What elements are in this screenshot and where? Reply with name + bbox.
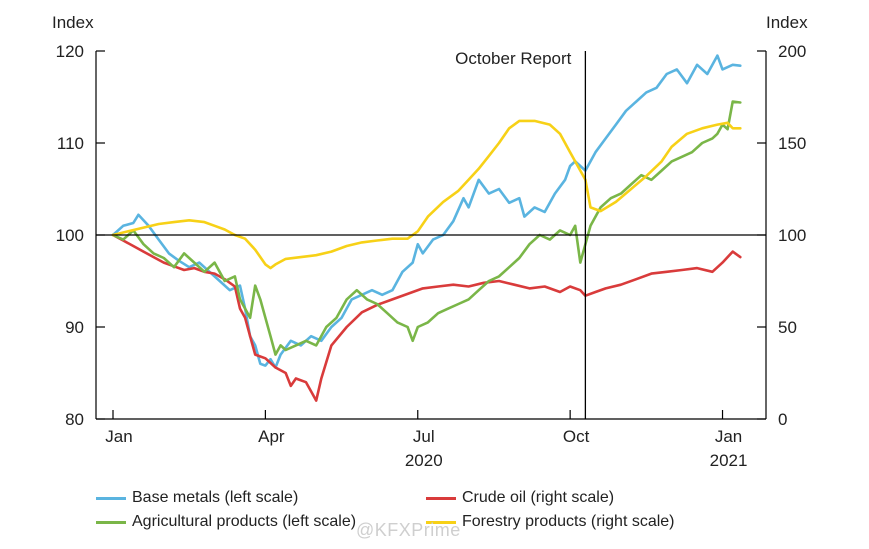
series-line-forestry-products xyxy=(111,119,742,270)
x-tick-label: Jul xyxy=(413,427,435,446)
axis-ticks: 80 90 100 110 120 0 50 100 150 200 Jan Apr Jul 2020 Oc… xyxy=(56,42,807,470)
right-tick-label: 50 xyxy=(778,318,797,337)
left-tick-label: 120 xyxy=(56,42,84,61)
left-axis-title: Index xyxy=(52,13,94,32)
right-tick-label: 200 xyxy=(778,42,806,61)
right-tick-label: 0 xyxy=(778,410,787,429)
october-report-annotation: October Report xyxy=(455,49,571,68)
x-tick-label: Oct xyxy=(563,427,590,446)
x-tick-year-label: 2020 xyxy=(405,451,443,470)
right-tick-label: 150 xyxy=(778,134,806,153)
reference-layer: October Report xyxy=(96,49,766,419)
series-line-base-metals xyxy=(111,54,742,369)
left-tick-label: 110 xyxy=(57,134,84,153)
series-layer xyxy=(111,54,742,402)
x-tick-label: Jan xyxy=(715,427,742,446)
x-tick-label: Jan xyxy=(105,427,132,446)
left-tick-label: 90 xyxy=(65,318,84,337)
x-tick-year-label: 2021 xyxy=(710,451,748,470)
right-axis-title: Index xyxy=(766,13,808,32)
series-line-crude-oil xyxy=(111,233,742,402)
x-tick-label: Apr xyxy=(258,427,285,446)
watermark: @KFXPrime xyxy=(356,520,461,540)
series-line-agricultural-products xyxy=(111,100,742,356)
right-tick-label: 100 xyxy=(778,226,806,245)
left-tick-label: 80 xyxy=(65,410,84,429)
left-tick-label: 100 xyxy=(56,226,84,245)
